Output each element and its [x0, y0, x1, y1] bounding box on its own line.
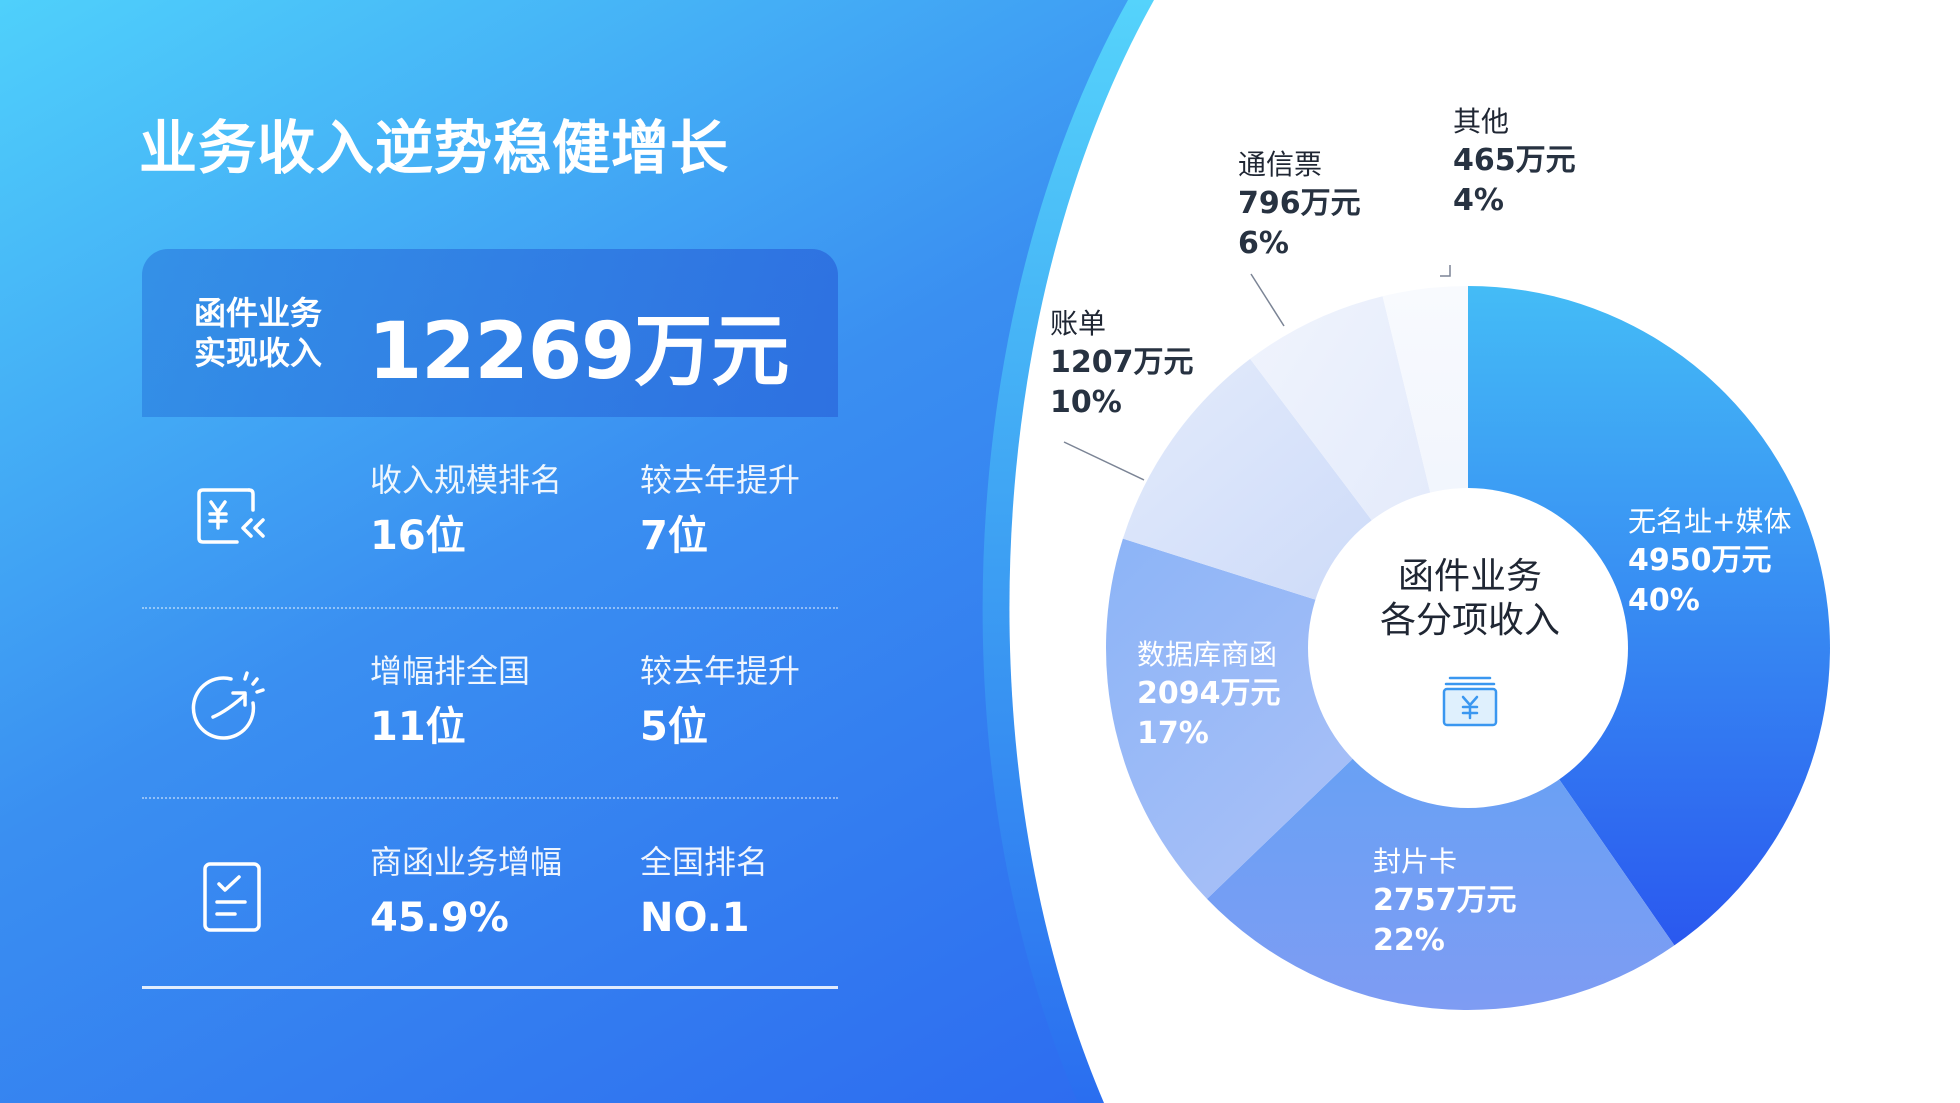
slice-label-数据库商函: 数据库商函 2094万元 17% [1137, 636, 1281, 754]
slice-percent: 4% [1453, 183, 1504, 218]
stat-row-revenue-rank: 收入规模排名 16位 较去年提升 7位 [142, 418, 838, 608]
stat-revenue-rank: 收入规模排名 16位 [370, 460, 562, 562]
slice-value: 2757万元 [1373, 883, 1517, 918]
stat-value: 5位 [640, 704, 708, 750]
slice-name: 封片卡 [1373, 845, 1458, 878]
stat-growth-rank-improvement: 较去年提升 5位 [640, 651, 800, 753]
checklist-icon [203, 862, 261, 932]
slice-name: 数据库商函 [1137, 638, 1278, 671]
slice-name: 账单 [1050, 307, 1107, 340]
total-revenue-label: 函件业务 实现收入 [194, 294, 323, 372]
stat-revenue-rank-improvement: 较去年提升 7位 [640, 460, 800, 562]
slice-value: 796万元 [1238, 186, 1361, 221]
row-divider [142, 607, 838, 609]
slice-label-其他: 其他 465万元 4% [1453, 103, 1576, 221]
slice-name: 通信票 [1238, 148, 1323, 181]
stat-value: 7位 [640, 513, 708, 559]
stat-label: 较去年提升 [640, 461, 801, 499]
slice-percent: 22% [1373, 923, 1445, 958]
row-divider [142, 797, 838, 799]
donut-slice-封片卡 [1206, 648, 1675, 1010]
yuan-receipt-icon [197, 488, 265, 544]
slice-label-账单: 账单 1207万元 10% [1050, 305, 1194, 423]
growth-arrow-icon [191, 671, 265, 740]
stat-row-commercial-mail: 商函业务增幅 45.9% 全国排名 NO.1 [142, 800, 838, 990]
slice-name: 其他 [1453, 105, 1510, 138]
donut-slice-无名址+媒体 [1468, 286, 1830, 946]
slice-percent: 17% [1137, 716, 1209, 751]
slice-value: 465万元 [1453, 143, 1576, 178]
slice-value: 4950万元 [1628, 543, 1772, 578]
slice-value: 2094万元 [1137, 676, 1281, 711]
slice-label-无名址+媒体: 无名址+媒体 4950万元 40% [1628, 503, 1791, 621]
leader-line-其他 [1440, 265, 1451, 277]
leader-line-通信票 [1250, 273, 1285, 327]
donut-center-label: 函件业务 各分项收入 [1379, 556, 1560, 641]
total-revenue-card: 函件业务 实现收入 12269万元 [142, 249, 838, 417]
slice-name: 无名址+媒体 [1628, 505, 1792, 538]
slice-percent: 6% [1238, 226, 1289, 261]
total-revenue-value: 12269万元 [368, 307, 789, 397]
stat-label: 增幅排全国 [370, 652, 531, 690]
slice-value: 1207万元 [1050, 345, 1194, 380]
page-title: 业务收入逆势稳健增长 [139, 114, 730, 182]
yuan-box-icon [1442, 676, 1498, 727]
stat-label: 商函业务增幅 [370, 843, 563, 881]
stat-label: 全国排名 [640, 843, 769, 881]
stat-row-growth-rank: 增幅排全国 11位 较去年提升 5位 [142, 609, 838, 799]
stat-value: 45.9% [370, 895, 509, 941]
stat-growth-rank: 增幅排全国 11位 [370, 651, 530, 753]
donut-hole [1308, 488, 1628, 808]
stat-value: 11位 [370, 704, 466, 750]
stat-label: 收入规模排名 [370, 461, 563, 499]
leader-line-账单 [1063, 441, 1145, 481]
stat-commercial-mail-growth: 商函业务增幅 45.9% [370, 842, 562, 944]
slice-label-封片卡: 封片卡 2757万元 22% [1373, 843, 1517, 961]
stat-national-rank: 全国排名 NO.1 [640, 842, 768, 944]
slice-percent: 40% [1628, 583, 1700, 618]
stat-value: 16位 [370, 513, 466, 559]
stat-value: NO.1 [640, 895, 750, 941]
slice-percent: 10% [1050, 385, 1122, 420]
slice-label-通信票: 通信票 796万元 6% [1238, 146, 1361, 264]
stat-label: 较去年提升 [640, 652, 801, 690]
bottom-rule [142, 986, 838, 989]
